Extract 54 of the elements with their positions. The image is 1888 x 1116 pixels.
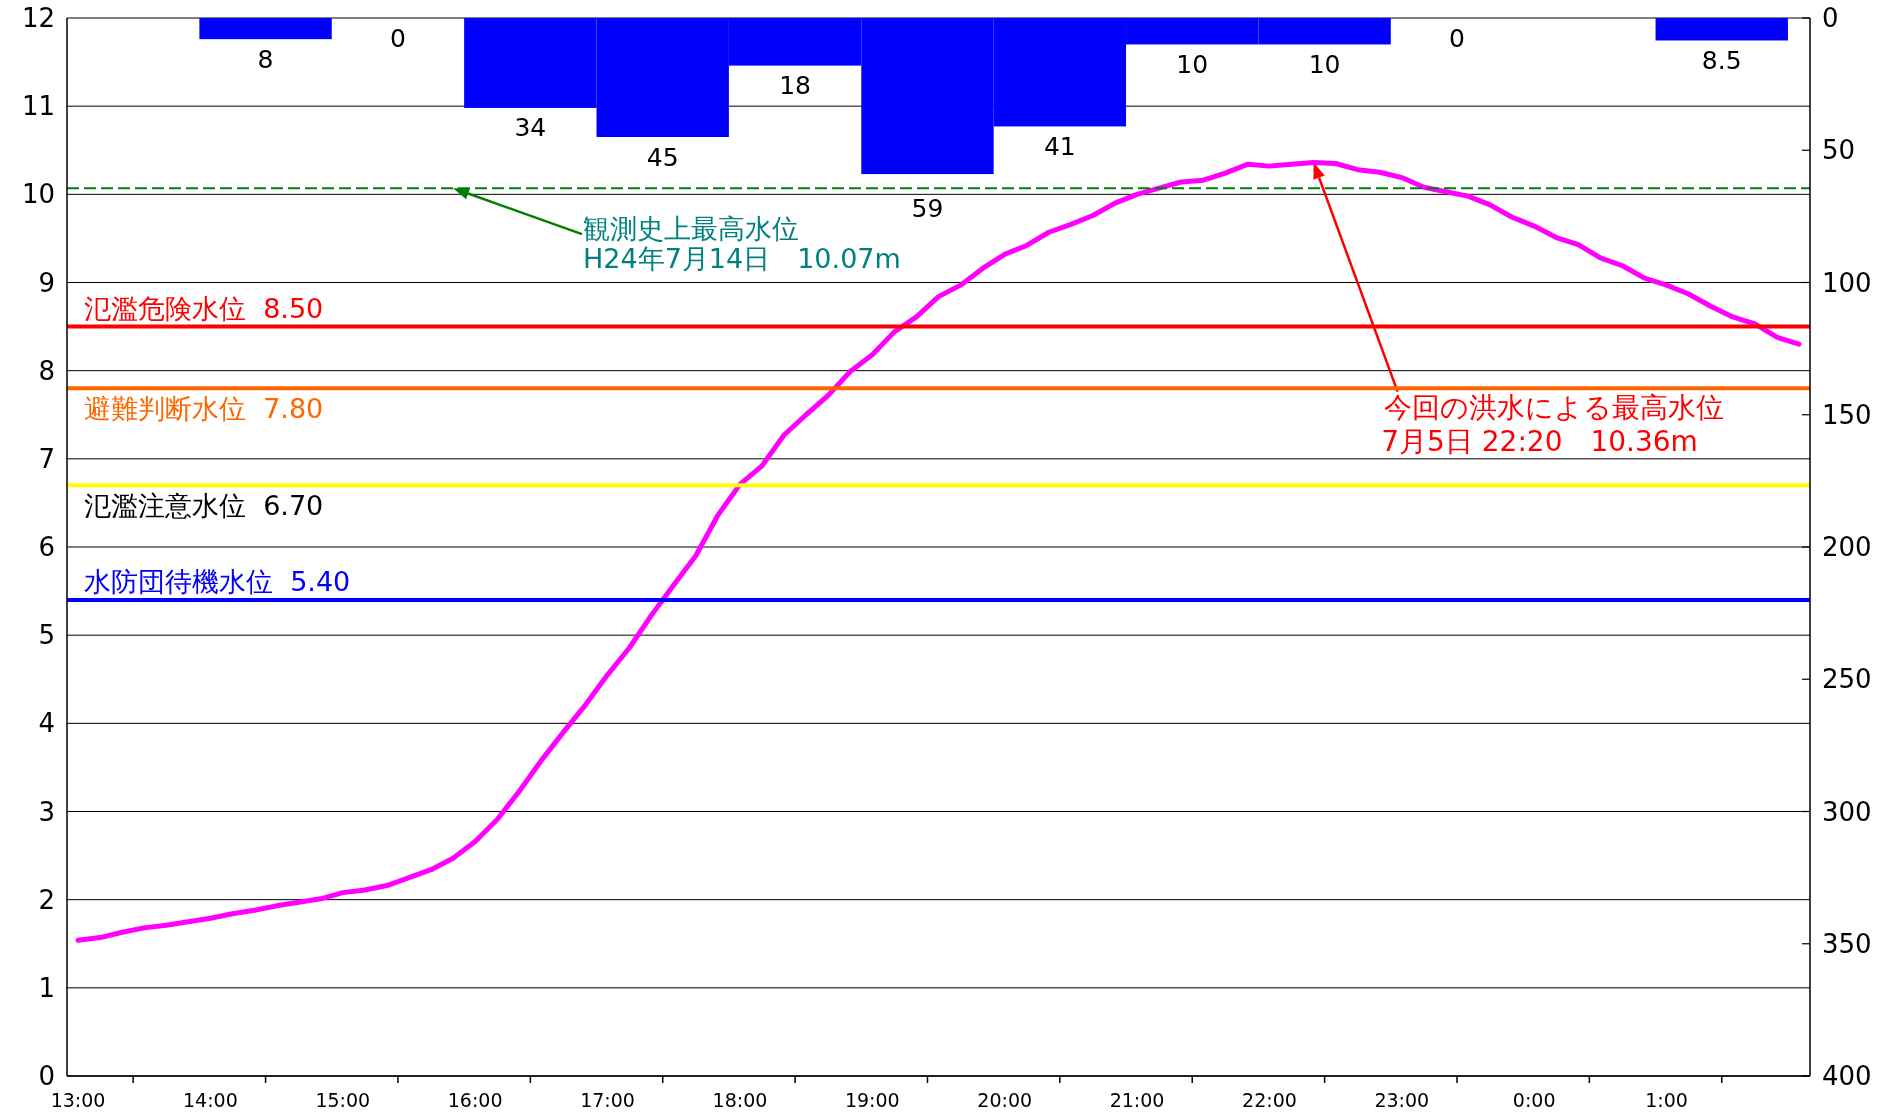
y-tick-label: 5	[38, 620, 55, 651]
ref-line-label: 氾濫危険水位 8.50	[84, 293, 324, 325]
data-label: 8.5	[1701, 45, 1742, 75]
x-tick-label: 23:00	[1374, 1089, 1430, 1111]
annotation: 観測史上最高水位 H24年7月14日 10.07m	[583, 212, 901, 274]
y2-tick-label: 100	[1822, 267, 1872, 298]
y-tick-label: 2	[38, 884, 55, 915]
y2-tick-label: 400	[1822, 1061, 1872, 1091]
ref-line-label: 水防団待機水位 5.40	[84, 566, 351, 598]
data-label: 41	[1043, 131, 1076, 161]
data-label: 8	[257, 44, 274, 74]
x-tick-label: 18:00	[712, 1089, 768, 1111]
y-tick-label: 9	[38, 267, 55, 298]
x-tick-label: 13:00	[50, 1089, 106, 1111]
y-tick-label: 12	[21, 3, 55, 33]
y2-tick-label: 50	[1822, 135, 1856, 166]
x-tick-label: 16:00	[447, 1089, 503, 1111]
x-tick-label: 1:00	[1645, 1089, 1688, 1111]
annotation: 今回の洪水による最高水位 7月5日 22:20 10.36m	[1381, 390, 1724, 458]
data-label: 10	[1308, 49, 1341, 79]
y-tick-label: 0	[38, 1061, 55, 1091]
y-tick-label: 7	[38, 443, 55, 474]
y-tick-label: 10	[21, 179, 55, 210]
x-tick-label: 20:00	[977, 1089, 1033, 1111]
y2-tick-label: 200	[1822, 532, 1872, 562]
y2-tick-label: 0	[1822, 3, 1839, 33]
bar	[199, 18, 332, 40]
data-label: 0	[1449, 23, 1465, 53]
x-tick-label: 0:00	[1512, 1089, 1556, 1111]
y-tick-label: 8	[38, 355, 55, 386]
y-tick-label: 4	[38, 708, 55, 739]
y-tick-label: 11	[21, 91, 55, 122]
data-label: 18	[779, 71, 811, 101]
data-label: 10	[1176, 49, 1209, 79]
data-label: 34	[514, 113, 547, 143]
y2-tick-label: 150	[1822, 399, 1872, 430]
ref-line-label: 氾濫注意水位 6.70	[84, 489, 324, 521]
x-tick-label: 17:00	[580, 1089, 635, 1111]
data-label: 0	[390, 23, 406, 53]
y2-tick-label: 350	[1822, 928, 1872, 959]
x-tick-label: 22:00	[1242, 1089, 1297, 1111]
x-tick-label: 21:00	[1109, 1089, 1165, 1111]
y-tick-label: 3	[38, 796, 55, 827]
y-tick-label: 1	[38, 972, 55, 1003]
x-tick-label: 19:00	[844, 1089, 900, 1111]
data-label: 45	[646, 142, 679, 172]
y-tick-label: 6	[38, 532, 55, 562]
data-label: 59	[911, 193, 944, 223]
y2-tick-label: 300	[1822, 796, 1872, 827]
ref-line-label: 避難判断水位 7.80	[84, 392, 324, 424]
y2-tick-label: 250	[1822, 664, 1872, 695]
bar	[1655, 18, 1788, 41]
x-tick-label: 15:00	[315, 1089, 371, 1111]
x-tick-label: 14:00	[183, 1089, 238, 1111]
